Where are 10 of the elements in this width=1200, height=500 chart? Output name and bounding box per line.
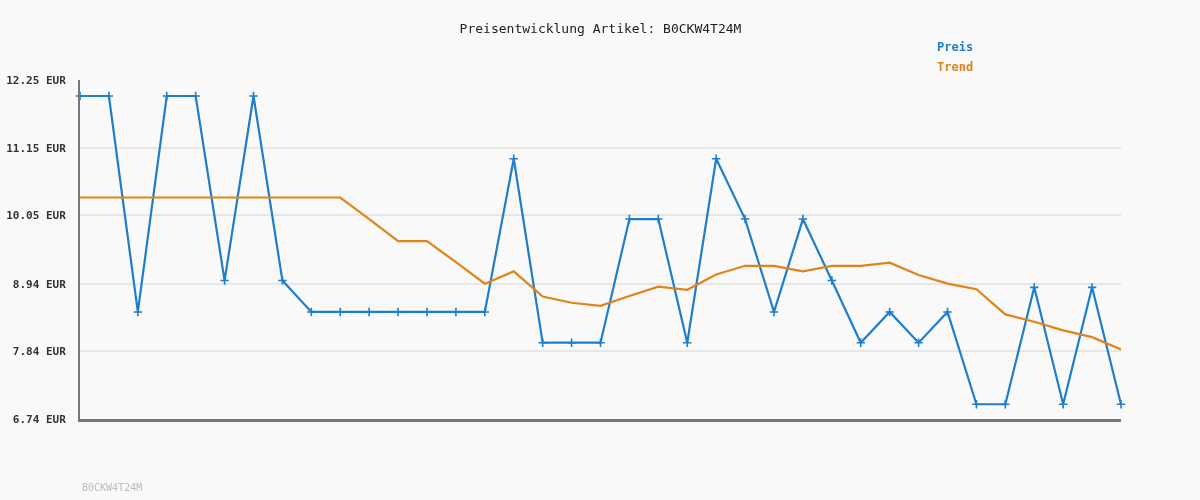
y-tick-label: 12.25 EUR	[6, 73, 67, 87]
text: Preis	[937, 40, 974, 54]
text: B0CKW4T24M	[82, 482, 143, 493]
y-tick-label: 11.15 EUR	[6, 141, 67, 155]
chart-title: Preisentwicklung Artikel: B0CKW4T24M	[459, 20, 742, 36]
y-tick-label: 10.05 EUR	[6, 209, 67, 223]
y-tick-label: 7.84 EUR	[12, 345, 67, 359]
text: Trend	[937, 60, 974, 74]
y-tick-label: 8.94 EUR	[12, 277, 67, 291]
y-tick-label: 6.74 EUR	[12, 412, 67, 426]
